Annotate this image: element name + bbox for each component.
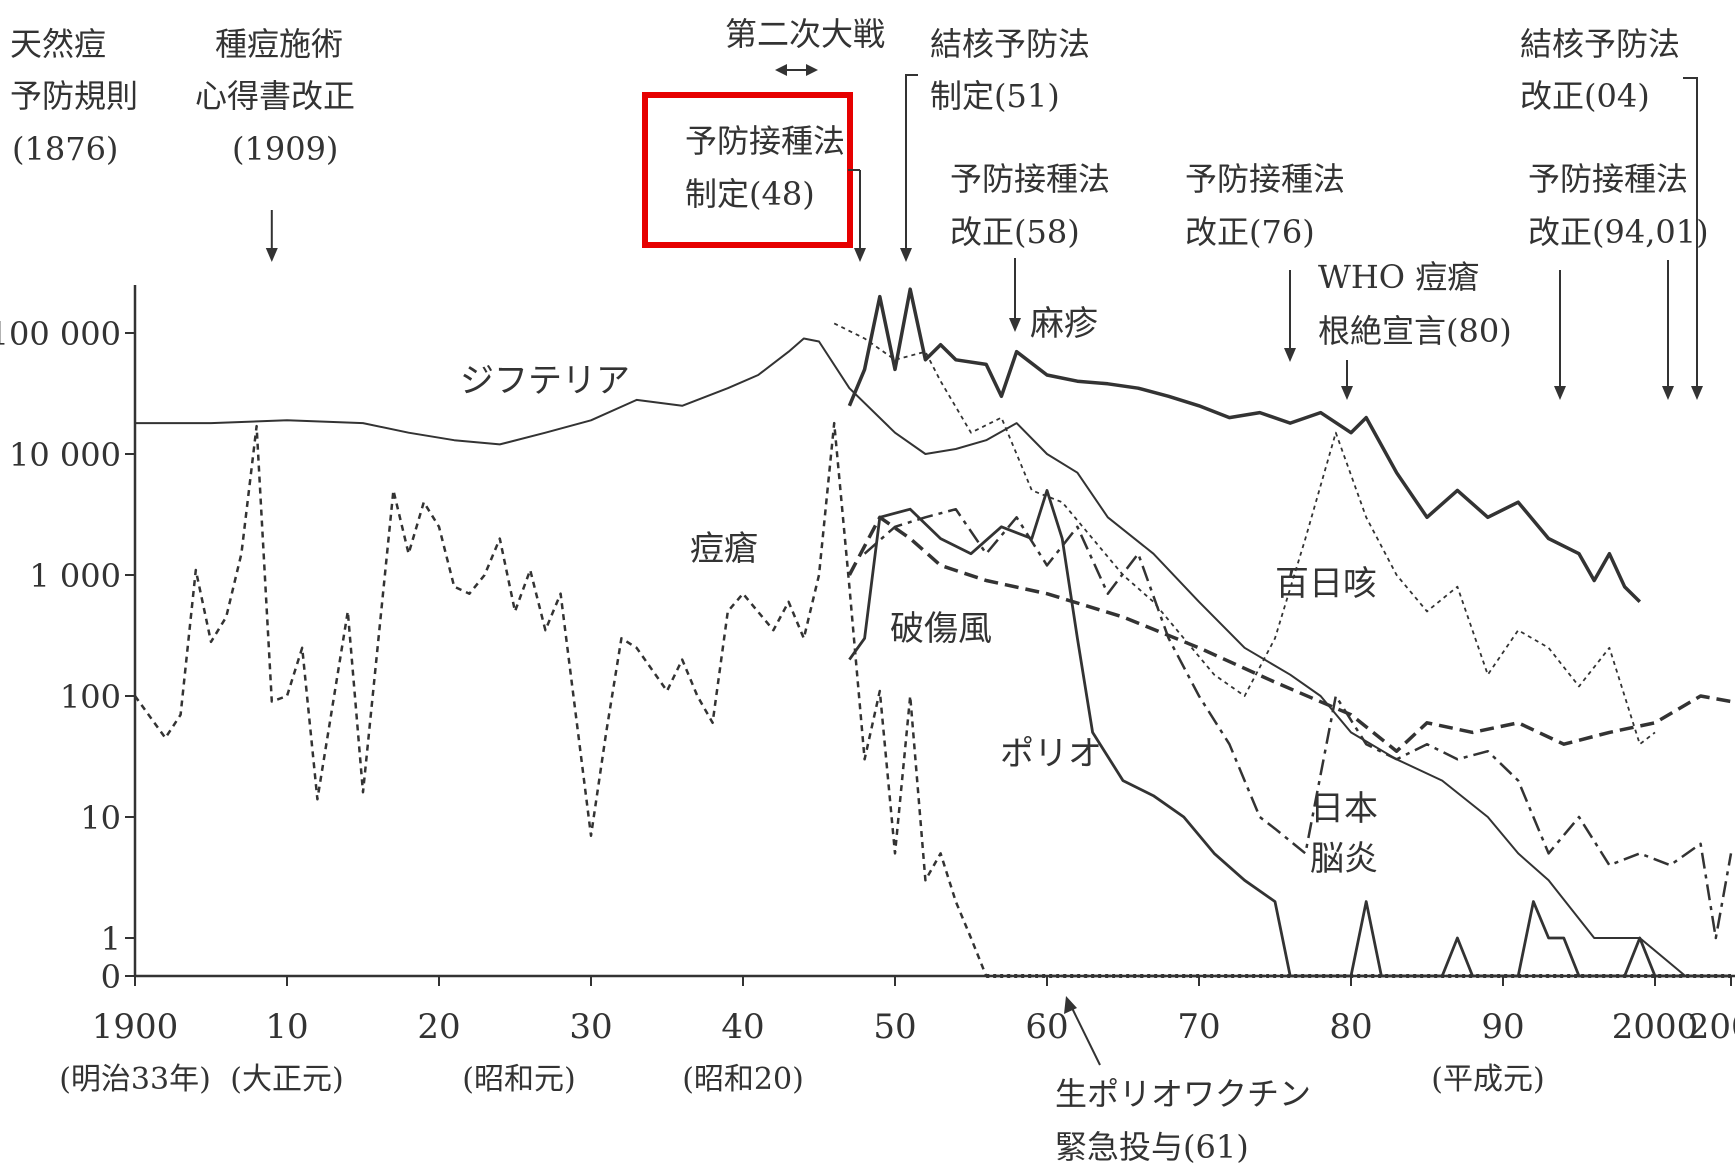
x-tick-label: 1900 bbox=[92, 1007, 179, 1047]
ann-rev9401-title: 予防接種法 bbox=[1528, 160, 1688, 198]
y-tick-label: 10 000 bbox=[9, 436, 121, 474]
series-line-2 bbox=[847, 287, 1642, 604]
arrow-1909-head bbox=[265, 248, 278, 262]
ann-rev76-sub: 改正(76) bbox=[1185, 213, 1315, 251]
x-tick-sublabel: (大正元) bbox=[230, 1062, 343, 1097]
label-diphtheria: ジフテリア bbox=[460, 361, 630, 401]
series-lines bbox=[133, 287, 1733, 978]
x-tick-label: 80 bbox=[1329, 1007, 1372, 1047]
label-smallpox: 痘瘡 bbox=[690, 529, 758, 569]
label-measles: 麻疹 bbox=[1030, 304, 1098, 344]
ann-tb51-title: 結核予防法 bbox=[930, 25, 1090, 63]
arrow-80-head bbox=[1341, 386, 1353, 400]
ann-smallpox-rule-year: (1876) bbox=[12, 130, 118, 168]
arrow-04-head bbox=[1691, 386, 1703, 400]
series-line-1 bbox=[133, 421, 1731, 978]
series-line-3 bbox=[833, 322, 1656, 746]
ann-vacc-rev-2: 心得書改正 bbox=[195, 77, 355, 115]
x-tick-label: 60 bbox=[1025, 1007, 1068, 1047]
ann-who-title: WHO 痘瘡 bbox=[1318, 258, 1479, 296]
ann-smallpox-rule-2: 予防規則 bbox=[10, 77, 138, 115]
ann-tb51-sub: 制定(51) bbox=[930, 77, 1060, 115]
x-tick-sublabel: (平成元) bbox=[1431, 1062, 1544, 1097]
ann-polio-vaccine-title: 生ポリオワクチン bbox=[1055, 1075, 1311, 1113]
bracket-51 bbox=[905, 74, 918, 200]
ann-vacc-act-title: 予防接種法 bbox=[685, 122, 845, 160]
ann-rev76-title: 予防接種法 bbox=[1185, 160, 1345, 198]
ann-rev9401-sub: 改正(94,01) bbox=[1528, 213, 1709, 251]
arrow-58-head bbox=[1009, 318, 1021, 332]
y-tick-label: 100 000 bbox=[0, 315, 121, 353]
x-tick-label: 70 bbox=[1177, 1007, 1220, 1047]
ann-vacc-rev-year: (1909) bbox=[232, 130, 338, 168]
ann-rev58-title: 予防接種法 bbox=[950, 160, 1110, 198]
label-polio: ポリオ bbox=[1000, 734, 1102, 774]
x-tick-label: 2005 bbox=[1688, 1007, 1735, 1047]
x-tick-sublabel: (昭和20) bbox=[682, 1062, 804, 1097]
y-tick-label: 1 bbox=[101, 920, 121, 958]
axes: 01 10 100 1 000 10 000 100 000 1900 (明治33年) 10 (大… bbox=[0, 285, 1735, 1097]
ann-who-sub: 根絶宣言(80) bbox=[1318, 312, 1512, 350]
x-tick-label: 90 bbox=[1481, 1007, 1524, 1047]
ann-vacc-act-sub: 制定(48) bbox=[685, 175, 815, 213]
x-tick-label: 40 bbox=[721, 1007, 764, 1047]
wwii-arrow-left bbox=[775, 64, 787, 76]
y-tick-label: 10 bbox=[80, 799, 121, 837]
highlight-box bbox=[642, 92, 853, 248]
series-line-5 bbox=[848, 489, 1731, 978]
ann-tb04-sub: 改正(04) bbox=[1520, 77, 1650, 115]
x-tick-label: 50 bbox=[873, 1007, 916, 1047]
x-tick-label: 30 bbox=[569, 1007, 612, 1047]
ann-rev58-sub: 改正(58) bbox=[950, 213, 1080, 251]
y-tick-label: 100 bbox=[60, 678, 121, 716]
series-line-4 bbox=[847, 515, 1732, 753]
x-tick-label: 10 bbox=[265, 1007, 308, 1047]
arrow-48-head bbox=[854, 248, 866, 262]
ann-vacc-rev-1: 種痘施術 bbox=[215, 25, 343, 63]
y-tick-label: 0 bbox=[101, 958, 121, 996]
ann-tb04-title: 結核予防法 bbox=[1520, 25, 1680, 63]
ann-smallpox-rule-1: 天然痘 bbox=[10, 25, 106, 63]
wwii-arrow-right bbox=[806, 64, 818, 76]
polio-pointer-head bbox=[1064, 996, 1077, 1014]
x-tick-sublabel: (昭和元) bbox=[462, 1062, 575, 1097]
x-tick-label: 2000 bbox=[1612, 1007, 1699, 1047]
label-pertussis: 百日咳 bbox=[1275, 564, 1377, 604]
polio-pointer-line bbox=[1071, 1007, 1101, 1066]
ann-wwii: 第二次大戦 bbox=[725, 15, 885, 53]
ann-polio-vaccine-sub: 緊急投与(61) bbox=[1055, 1128, 1249, 1166]
arrow-76-head bbox=[1284, 348, 1296, 362]
series-line-0 bbox=[135, 337, 1731, 977]
arrow-51-head bbox=[900, 248, 912, 262]
series-line-6 bbox=[863, 507, 1733, 940]
label-je-1: 日本 bbox=[1310, 789, 1378, 829]
x-tick-sublabel: (明治33年) bbox=[59, 1062, 211, 1097]
arrow-01-head bbox=[1662, 386, 1674, 400]
bracket-04 bbox=[1683, 77, 1698, 340]
x-tick-label: 20 bbox=[417, 1007, 460, 1047]
label-tetanus: 破傷風 bbox=[890, 609, 992, 649]
label-je-2: 脳炎 bbox=[1310, 839, 1378, 879]
arrow-94-head bbox=[1554, 386, 1566, 400]
y-tick-label: 1 000 bbox=[29, 557, 121, 595]
